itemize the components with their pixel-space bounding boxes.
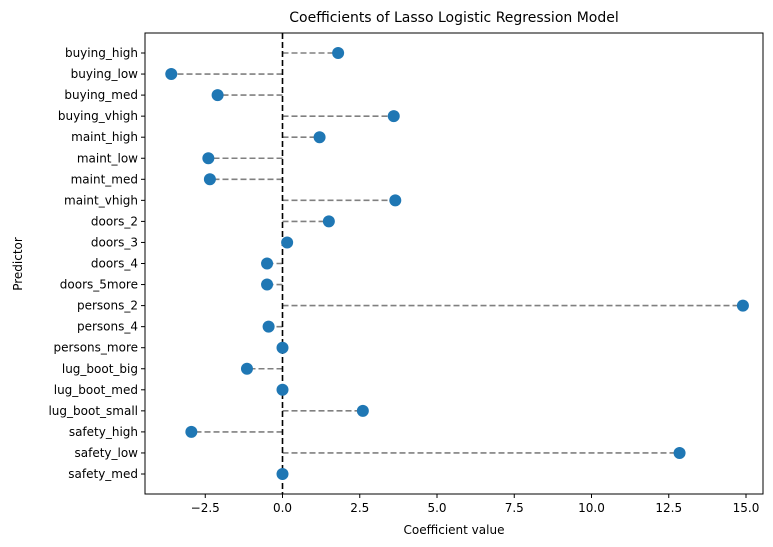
marker-maint_med <box>203 173 216 186</box>
marker-persons_2 <box>736 299 749 312</box>
y-tick-label: maint_high <box>71 130 138 144</box>
y-tick-label: persons_more <box>54 341 138 355</box>
y-tick-label: doors_2 <box>91 214 138 228</box>
marker-safety_med <box>276 468 289 480</box>
marker-maint_high <box>313 131 326 144</box>
y-tick-label: safety_high <box>69 425 138 439</box>
chart-title: Coefficients of Lasso Logistic Regressio… <box>289 10 619 26</box>
x-tick-label: −2.5 <box>191 501 220 515</box>
marker-buying_vhigh <box>387 110 400 123</box>
marker-doors_5more <box>261 278 274 291</box>
stems-layer <box>171 52 743 454</box>
marker-safety_high <box>185 425 198 438</box>
y-tick-label: buying_med <box>64 88 138 102</box>
marker-buying_med <box>211 89 224 102</box>
x-tick-label: 0.0 <box>273 501 292 515</box>
marker-persons_4 <box>262 320 275 333</box>
y-tick-label: safety_med <box>68 467 138 481</box>
x-tick-label: 2.5 <box>350 501 369 515</box>
x-axis: −2.5 0.0 2.5 5.0 7.5 10.0 12.5 15.0 <box>191 494 760 515</box>
x-tick-label: 15.0 <box>733 501 760 515</box>
y-axis-label: Predictor <box>11 237 25 291</box>
markers-layer <box>165 47 749 480</box>
marker-maint_vhigh <box>389 194 402 207</box>
y-tick-label: maint_low <box>77 151 138 165</box>
marker-buying_high <box>332 47 345 59</box>
y-tick-label: persons_2 <box>77 299 138 313</box>
x-tick-label: 5.0 <box>427 501 446 515</box>
marker-doors_3 <box>281 236 294 249</box>
marker-doors_2 <box>322 215 335 228</box>
y-tick-label: lug_boot_big <box>62 362 138 376</box>
y-tick-label: lug_boot_small <box>48 404 138 418</box>
marker-safety_low <box>673 446 686 459</box>
y-tick-label: safety_low <box>74 446 138 460</box>
marker-lug_boot_med <box>276 383 289 396</box>
y-tick-label: doors_4 <box>91 257 138 271</box>
y-tick-label: buying_high <box>65 46 138 60</box>
y-tick-label: lug_boot_med <box>54 383 138 397</box>
y-axis: buying_high buying_low buying_med buying_vh… <box>48 46 145 481</box>
x-tick-label: 7.5 <box>505 501 524 515</box>
y-tick-label: doors_3 <box>91 235 138 249</box>
marker-buying_low <box>165 68 178 81</box>
x-tick-label: 12.5 <box>655 501 682 515</box>
y-tick-label: persons_4 <box>77 320 138 334</box>
x-tick-label: 10.0 <box>578 501 605 515</box>
marker-lug_boot_small <box>356 404 369 417</box>
plot-area-frame <box>144 32 764 495</box>
y-tick-label: buying_low <box>71 67 139 81</box>
marker-doors_4 <box>261 257 274 270</box>
y-tick-label: doors_5more <box>60 278 138 292</box>
marker-persons_more <box>276 341 289 354</box>
marker-maint_low <box>202 152 215 165</box>
x-axis-label: Coefficient value <box>404 523 505 537</box>
marker-lug_boot_big <box>240 362 253 375</box>
y-tick-label: maint_med <box>71 172 138 186</box>
y-tick-label: maint_vhigh <box>64 193 138 207</box>
y-tick-label: buying_vhigh <box>58 109 138 123</box>
